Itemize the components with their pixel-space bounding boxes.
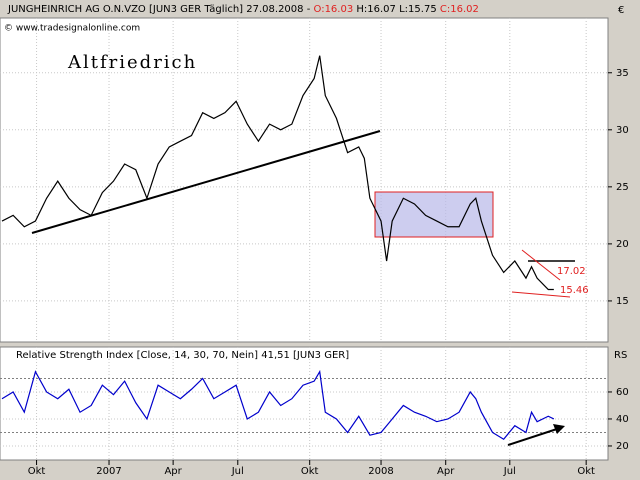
series-line xyxy=(1,369,555,440)
y-tick-label: 25 xyxy=(616,182,629,193)
unit: RS xyxy=(614,350,627,361)
arrow-head xyxy=(553,424,565,434)
y-tick-label: 60 xyxy=(616,387,629,398)
wedge-line xyxy=(521,249,561,281)
y-tick-label: 35 xyxy=(616,68,629,79)
header-title: JUNGHEINRICH AG O.N.VZO [JUN3 GER Täglic… xyxy=(7,4,479,15)
range-box xyxy=(374,191,494,238)
x-tick-label: 2008 xyxy=(368,466,393,477)
source: © www.tradesignalonline.com xyxy=(4,24,140,34)
y-tick-label: 30 xyxy=(616,125,629,136)
unit: € xyxy=(618,5,624,16)
rsi-panel xyxy=(0,346,609,461)
x-tick-label: Okt xyxy=(577,466,595,477)
trend-line xyxy=(31,130,381,234)
price-mark: 17.02 xyxy=(557,266,586,277)
price-mark: 15.46 xyxy=(560,285,589,296)
x-tick-label: Okt xyxy=(28,466,46,477)
x-tick-label: Okt xyxy=(301,466,319,477)
series-line xyxy=(1,55,554,291)
y-tick-label: 20 xyxy=(616,441,629,452)
price-panel xyxy=(0,17,609,343)
y-tick-label: 15 xyxy=(616,296,629,307)
x-tick-label: Jul xyxy=(503,466,516,477)
rsi-trend-arrow xyxy=(507,427,561,446)
y-tick-label: 20 xyxy=(616,239,629,250)
wedge-line xyxy=(511,291,571,298)
rsi-title: Relative Strength Index [Close, 14, 30, … xyxy=(16,350,349,361)
y-tick-label: 40 xyxy=(616,414,629,425)
x-tick-label: 2007 xyxy=(96,466,121,477)
x-tick-label: Jul xyxy=(231,466,244,477)
x-tick-label: Apr xyxy=(437,466,455,477)
annotation: Altfriedrich xyxy=(67,52,197,73)
x-tick-label: Apr xyxy=(164,466,182,477)
